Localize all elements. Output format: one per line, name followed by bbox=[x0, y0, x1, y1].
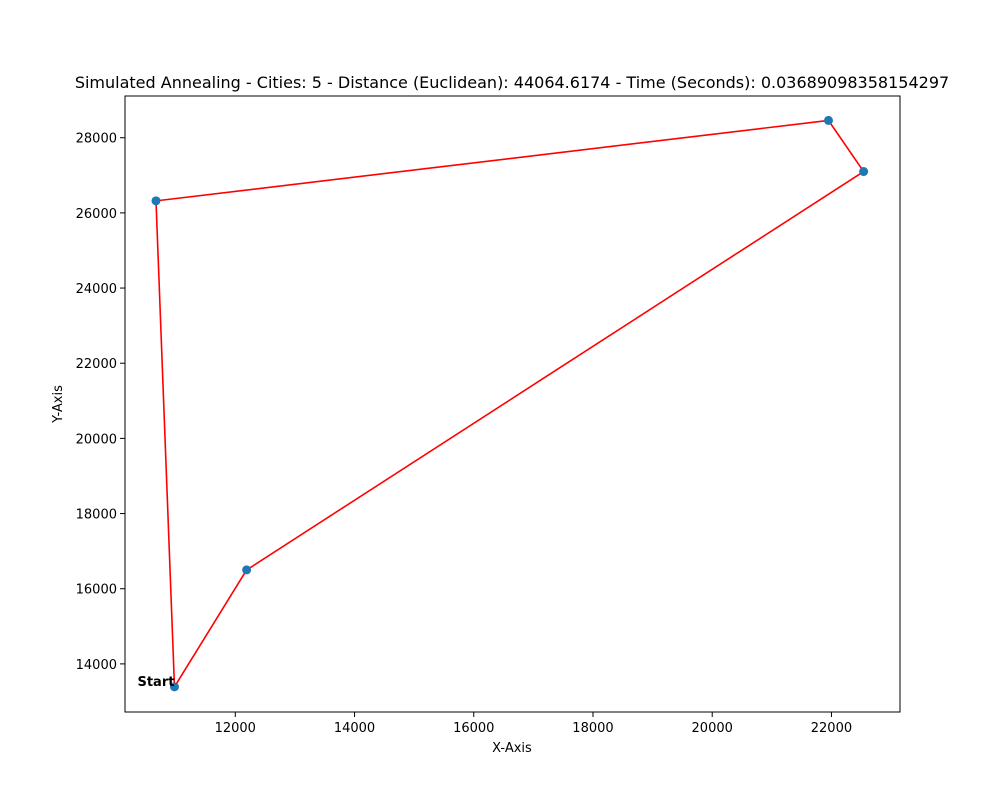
route-segment bbox=[155, 119, 829, 202]
route-segment bbox=[173, 569, 248, 688]
x-tick-label: 22000 bbox=[811, 721, 852, 736]
chart-title: Simulated Annealing - Cities: 5 - Distan… bbox=[75, 73, 949, 92]
x-tick-label: 16000 bbox=[453, 721, 494, 736]
y-tick-label: 16000 bbox=[76, 583, 117, 598]
route-segment bbox=[155, 200, 176, 687]
x-axis: 12000 14000 16000 18000 20000 22000 bbox=[215, 712, 852, 736]
city-point bbox=[169, 682, 179, 692]
plot-frame bbox=[124, 95, 901, 713]
route-segment bbox=[827, 119, 865, 172]
y-tick-label: 18000 bbox=[76, 508, 117, 523]
city-point bbox=[242, 565, 252, 575]
route-segment bbox=[246, 170, 865, 571]
city-point bbox=[823, 115, 833, 125]
y-tick-label: 22000 bbox=[76, 357, 117, 372]
y-tick-label: 24000 bbox=[76, 282, 117, 297]
y-tick-label: 14000 bbox=[76, 658, 117, 673]
x-tick-label: 18000 bbox=[572, 721, 613, 736]
y-tick-label: 20000 bbox=[76, 432, 117, 447]
x-tick-label: 14000 bbox=[334, 721, 375, 736]
x-tick-label: 20000 bbox=[692, 721, 733, 736]
city-point bbox=[151, 196, 161, 206]
start-label: Start bbox=[137, 675, 174, 690]
y-axis-label: Y-Axis bbox=[51, 385, 66, 424]
x-tick-label: 12000 bbox=[215, 721, 256, 736]
y-axis: 14000 16000 18000 20000 22000 24000 26000 28000 bbox=[76, 132, 125, 673]
y-tick-label: 28000 bbox=[76, 132, 117, 147]
x-axis-label: X-Axis bbox=[492, 741, 532, 756]
y-tick-label: 26000 bbox=[76, 207, 117, 222]
plot-area: Start bbox=[137, 115, 869, 692]
city-point bbox=[859, 167, 869, 177]
